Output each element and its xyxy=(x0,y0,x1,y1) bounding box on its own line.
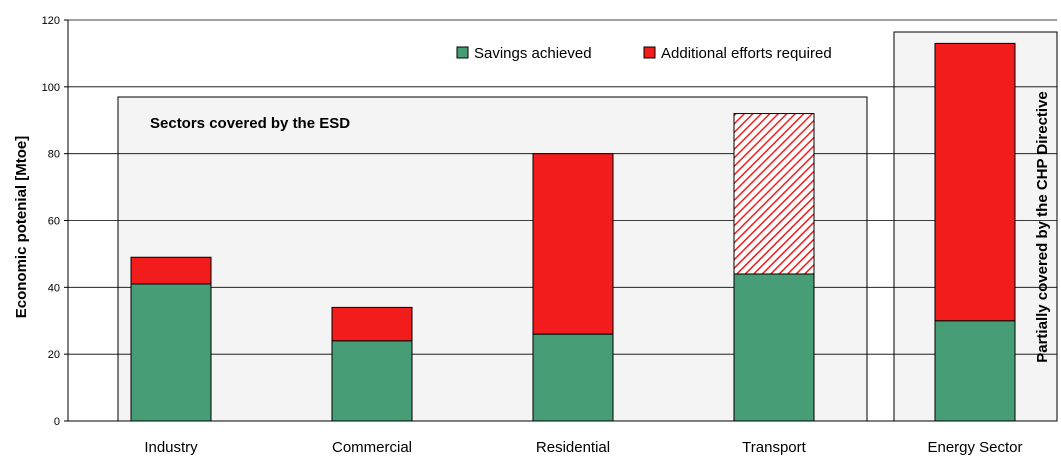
bar-industry-additional xyxy=(130,256,212,285)
bar-commercial-additional xyxy=(331,306,413,342)
legend-swatch-savings xyxy=(456,46,469,59)
bar-transport-additional xyxy=(733,113,815,275)
x-tick-label: Transport xyxy=(742,439,806,456)
legend-label-additional: Additional efforts required xyxy=(661,45,832,62)
bar-transport-savings xyxy=(733,273,815,422)
bar-residential-savings xyxy=(532,333,614,422)
esd-group-label: Sectors covered by the ESD xyxy=(150,115,350,132)
bar-energy-sector-savings xyxy=(934,320,1016,422)
x-tick-label: Energy Sector xyxy=(927,439,1022,456)
category-labels: Industry Commercial Residential Transport En… xyxy=(144,439,1022,456)
legend-swatch-additional xyxy=(643,46,656,59)
chp-group-label: Partially covered by the CHP Directive xyxy=(1034,91,1051,363)
legend-label-savings: Savings achieved xyxy=(474,45,592,62)
x-tick-label: Commercial xyxy=(332,439,412,456)
y-tick-label: 100 xyxy=(42,82,60,94)
bar-commercial-savings xyxy=(331,340,413,422)
x-tick-label: Industry xyxy=(144,439,198,456)
bar-energy-sector-additional xyxy=(934,42,1016,322)
bar-residential-additional xyxy=(532,153,614,335)
y-tick-label: 120 xyxy=(42,15,60,27)
y-tick-label: 0 xyxy=(54,416,60,428)
y-tick-label: 60 xyxy=(48,216,60,228)
bar-industry-savings xyxy=(130,283,212,422)
bars xyxy=(130,42,1016,422)
y-tick-label: 40 xyxy=(48,282,60,294)
y-tick-label: 20 xyxy=(48,349,60,361)
legend: Savings achieved Additional efforts requ… xyxy=(456,45,832,62)
y-axis-label: Economic potenial [Mtoe] xyxy=(13,136,30,319)
y-tick-label: 80 xyxy=(48,149,60,161)
x-tick-label: Residential xyxy=(536,439,610,456)
